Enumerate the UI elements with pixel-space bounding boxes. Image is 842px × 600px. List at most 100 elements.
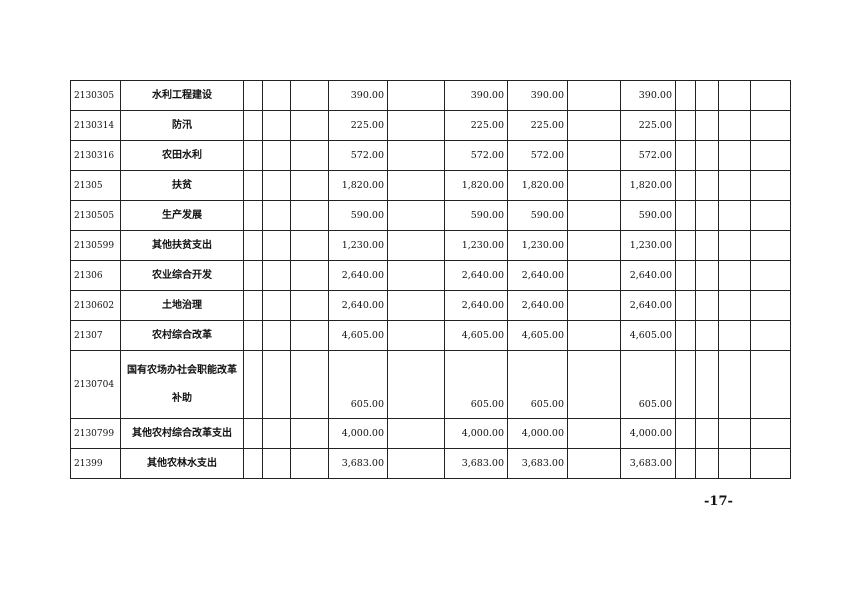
empty-cell [675, 448, 696, 479]
name-cell: 农村综合改革 [120, 320, 244, 351]
amount-cell: 1,820.00 [444, 170, 508, 201]
amount-cell: 4,605.00 [507, 320, 568, 351]
table-row: 2130505 生产发展 590.00 590.00 590.00 590.00 [70, 200, 791, 231]
amount-cell: 3,683.00 [328, 448, 388, 479]
empty-cell [750, 170, 791, 201]
code-cell: 2130314 [70, 110, 121, 141]
amount-cell: 572.00 [444, 140, 508, 171]
empty-cell [750, 230, 791, 261]
empty-cell [750, 290, 791, 321]
amount-cell: 1,820.00 [328, 170, 388, 201]
empty-cell [243, 230, 263, 261]
amount-cell: 3,683.00 [444, 448, 508, 479]
code-cell: 2130316 [70, 140, 121, 171]
empty-cell [750, 418, 791, 449]
empty-cell [567, 230, 621, 261]
empty-cell [750, 350, 791, 419]
empty-cell [695, 350, 719, 419]
name-cell: 其他农林水支出 [120, 448, 244, 479]
amount-cell: 225.00 [328, 110, 388, 141]
empty-cell [387, 140, 445, 171]
empty-cell [243, 418, 263, 449]
amount-cell: 1,230.00 [444, 230, 508, 261]
empty-cell [675, 110, 696, 141]
empty-cell [695, 230, 719, 261]
empty-cell [567, 418, 621, 449]
amount-cell: 4,605.00 [444, 320, 508, 351]
code-cell: 21399 [70, 448, 121, 479]
empty-cell [387, 448, 445, 479]
empty-cell [718, 170, 751, 201]
amount-cell: 225.00 [620, 110, 676, 141]
amount-cell: 225.00 [444, 110, 508, 141]
empty-cell [750, 200, 791, 231]
empty-cell [695, 170, 719, 201]
empty-cell [290, 140, 329, 171]
amount-cell: 4,000.00 [328, 418, 388, 449]
empty-cell [262, 170, 291, 201]
empty-cell [695, 260, 719, 291]
empty-cell [567, 448, 621, 479]
budget-table: 2130305 水利工程建设 390.00 390.00 390.00 390.00 213… [70, 80, 791, 479]
empty-cell [262, 110, 291, 141]
empty-cell [675, 80, 696, 111]
amount-cell: 1,230.00 [620, 230, 676, 261]
amount-cell: 2,640.00 [444, 260, 508, 291]
code-cell: 21306 [70, 260, 121, 291]
empty-cell [567, 140, 621, 171]
name-cell: 其他扶贫支出 [120, 230, 244, 261]
empty-cell [675, 230, 696, 261]
amount-cell: 2,640.00 [620, 290, 676, 321]
empty-cell [243, 290, 263, 321]
code-cell: 2130305 [70, 80, 121, 111]
empty-cell [290, 80, 329, 111]
empty-cell [243, 320, 263, 351]
empty-cell [243, 448, 263, 479]
code-cell: 21307 [70, 320, 121, 351]
empty-cell [750, 80, 791, 111]
empty-cell [387, 350, 445, 419]
empty-cell [567, 320, 621, 351]
amount-cell: 3,683.00 [507, 448, 568, 479]
name-cell: 农田水利 [120, 140, 244, 171]
code-cell: 2130505 [70, 200, 121, 231]
amount-cell: 590.00 [507, 200, 568, 231]
empty-cell [243, 80, 263, 111]
table-row: 2130602 土地治理 2,640.00 2,640.00 2,640.00 2,640… [70, 290, 791, 321]
amount-cell: 605.00 [507, 350, 568, 419]
empty-cell [718, 200, 751, 231]
amount-cell: 1,820.00 [620, 170, 676, 201]
empty-cell [695, 80, 719, 111]
empty-cell [262, 140, 291, 171]
table-row: 2130704 国有农场办社会职能改革补助 605.00 605.00 605.00 60… [70, 350, 791, 419]
name-cell: 土地治理 [120, 290, 244, 321]
amount-cell: 390.00 [328, 80, 388, 111]
code-cell: 2130799 [70, 418, 121, 449]
empty-cell [567, 80, 621, 111]
empty-cell [695, 320, 719, 351]
empty-cell [695, 200, 719, 231]
amount-cell: 590.00 [620, 200, 676, 231]
empty-cell [675, 260, 696, 291]
name-cell: 防汛 [120, 110, 244, 141]
amount-cell: 1,230.00 [328, 230, 388, 261]
empty-cell [387, 320, 445, 351]
amount-cell: 4,000.00 [620, 418, 676, 449]
empty-cell [262, 320, 291, 351]
amount-cell: 4,605.00 [328, 320, 388, 351]
empty-cell [290, 290, 329, 321]
amount-cell: 390.00 [507, 80, 568, 111]
empty-cell [387, 418, 445, 449]
name-cell: 国有农场办社会职能改革补助 [120, 350, 244, 419]
table-row: 2130599 其他扶贫支出 1,230.00 1,230.00 1,230.00 1,2… [70, 230, 791, 261]
empty-cell [675, 418, 696, 449]
amount-cell: 4,605.00 [620, 320, 676, 351]
empty-cell [718, 230, 751, 261]
amount-cell: 605.00 [444, 350, 508, 419]
empty-cell [675, 350, 696, 419]
empty-cell [387, 170, 445, 201]
empty-cell [243, 170, 263, 201]
empty-cell [675, 290, 696, 321]
amount-cell: 2,640.00 [328, 260, 388, 291]
name-cell: 农业综合开发 [120, 260, 244, 291]
